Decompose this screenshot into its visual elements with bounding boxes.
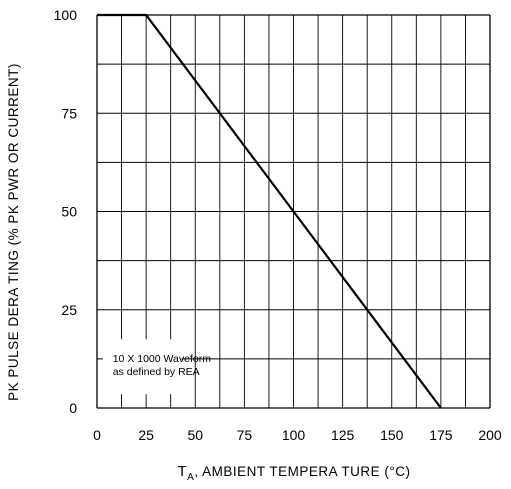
x-tick-label: 0 <box>93 427 101 443</box>
x-axis-label: TA, AMBIENT TEMPERA TURE (°C) <box>177 463 410 483</box>
annotation-line: as defined by REA <box>113 366 200 378</box>
x-axis-label-text: , AMBIENT TEMPERA TURE (°C) <box>194 464 410 479</box>
x-axis-label-symbol: T <box>177 463 187 480</box>
y-tick-label: 25 <box>61 302 77 318</box>
x-tick-label: 200 <box>478 427 502 443</box>
x-tick-label: 75 <box>237 427 253 443</box>
annotation-line: 10 X 1000 Waveform <box>113 353 211 365</box>
y-tick-label: 100 <box>54 7 78 23</box>
series-line <box>97 13 442 409</box>
x-tick-label: 125 <box>331 427 355 443</box>
y-tick-label: 0 <box>69 400 77 416</box>
y-axis-label: PK PULSE DERA TING (% PK PWR OR CURRENT) <box>6 63 21 401</box>
grid <box>96 14 491 409</box>
x-tick-label: 150 <box>380 427 404 443</box>
series-group <box>97 13 442 409</box>
x-tick-label: 100 <box>282 427 306 443</box>
x-tick-label: 25 <box>138 427 154 443</box>
x-tick-labels: 0 25 50 75 100 125 150 175 200 <box>93 427 502 443</box>
x-tick-label: 50 <box>187 427 203 443</box>
y-tick-label: 75 <box>61 105 77 121</box>
y-tick-label: 50 <box>61 204 77 220</box>
y-tick-labels: 0 25 50 75 100 <box>54 7 78 416</box>
x-tick-label: 175 <box>429 427 453 443</box>
x-axis-label-subscript: A <box>187 472 194 483</box>
annotation-background <box>102 339 182 395</box>
